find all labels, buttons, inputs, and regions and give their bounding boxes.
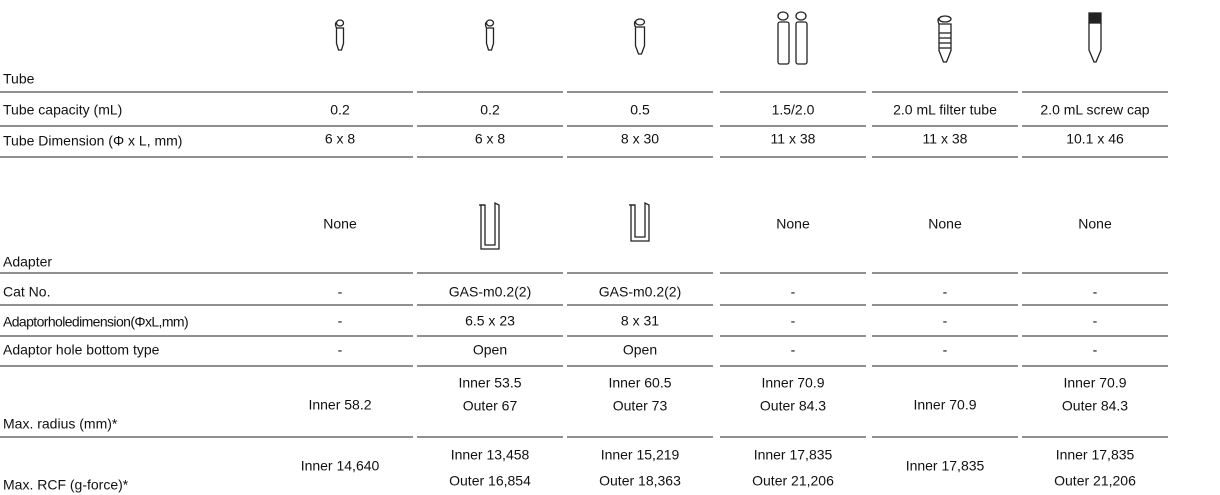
tube-body — [1089, 23, 1101, 62]
cell-text: 8 x 31 — [621, 313, 659, 329]
cell-text: Outer 84.3 — [1062, 398, 1128, 414]
cell-text: Open — [623, 342, 657, 358]
cell-text: None — [1078, 216, 1112, 232]
tube-icon — [938, 16, 951, 62]
cell-text: Inner 58.2 — [308, 397, 371, 413]
cell-text: 2.0 mL screw cap — [1040, 102, 1149, 118]
spec-table: Tube Tube capacity (mL) 0.2 0.2 0.5 1.5/2.0 2.… — [0, 0, 1220, 495]
adapter-outline — [631, 203, 649, 241]
cell-text: Outer 21,206 — [1054, 473, 1136, 489]
cell-text: 0.2 — [480, 102, 500, 118]
tube-icon — [1089, 13, 1101, 62]
row-label: Tube capacity (mL) — [3, 102, 122, 118]
row-label: Adapter — [3, 254, 52, 270]
tube-cap — [939, 16, 951, 22]
screw-cap — [1089, 13, 1101, 23]
cell-text: Inner 14,640 — [301, 458, 380, 474]
cell-text: - — [943, 284, 948, 300]
cell-text: Inner 60.5 — [608, 375, 671, 391]
cell-text: Inner 70.9 — [1063, 375, 1126, 391]
cell-text: GAS-m0.2(2) — [449, 284, 531, 300]
cell-text: Inner 13,458 — [451, 447, 530, 463]
tube-cap — [796, 12, 806, 20]
cell-text: - — [943, 342, 948, 358]
cell-text: Outer 73 — [613, 398, 668, 414]
cell-text: - — [338, 313, 343, 329]
adapter-icon — [479, 203, 499, 249]
tube-cap — [337, 20, 344, 26]
cell-text: None — [928, 216, 962, 232]
cell-text: 10.1 x 46 — [1066, 131, 1124, 147]
cell-text: - — [791, 342, 796, 358]
cell-text: 0.5 — [630, 102, 650, 118]
cell-text: Outer 67 — [463, 398, 518, 414]
cell-text: Inner 70.9 — [913, 397, 976, 413]
tube-body — [337, 28, 344, 50]
tube-body — [778, 22, 789, 64]
cell-text: None — [323, 216, 357, 232]
adapter-outline — [481, 203, 499, 249]
cell-text: - — [1093, 342, 1098, 358]
cell-text: Inner 15,219 — [601, 447, 680, 463]
cell-text: Inner 17,835 — [906, 458, 985, 474]
tube-cap — [487, 20, 494, 26]
tube-icon — [635, 19, 645, 54]
tube-body — [487, 28, 494, 50]
cell-text: 11 x 38 — [771, 131, 816, 147]
row-label: Adaptor hole bottom type — [3, 342, 160, 358]
row-label: Adaptorholedimension(ΦxL,mm) — [3, 314, 188, 330]
cell-text: - — [791, 313, 796, 329]
cell-text: 6 x 8 — [475, 131, 506, 147]
cell-text: GAS-m0.2(2) — [599, 284, 681, 300]
cell-text: Outer 18,363 — [599, 473, 681, 489]
row-label: Max. RCF (g-force)* — [3, 477, 129, 493]
cell-text: 0.2 — [330, 102, 350, 118]
cell-text: Outer 16,854 — [449, 473, 531, 489]
tube-body — [796, 22, 807, 64]
cell-text: 6 x 8 — [325, 131, 356, 147]
row-label: Tube Dimension (Φ x L, mm) — [3, 133, 182, 149]
tube-icon — [778, 12, 807, 64]
tube-icon — [336, 20, 344, 50]
row-label: Cat No. — [3, 284, 50, 300]
cell-text: 6.5 x 23 — [465, 313, 515, 329]
cell-text: - — [338, 342, 343, 358]
tube-body — [636, 27, 645, 54]
row-label: Tube — [3, 71, 35, 87]
cell-text: - — [1093, 284, 1098, 300]
tube-cap — [636, 19, 645, 25]
tube-cap — [778, 12, 788, 20]
cell-text: 2.0 mL filter tube — [893, 102, 997, 118]
cell-text: 11 x 38 — [923, 131, 968, 147]
adapter-icon — [629, 203, 649, 241]
cell-text: Inner 70.9 — [761, 375, 824, 391]
cell-text: Outer 21,206 — [752, 473, 834, 489]
cell-text: None — [776, 216, 810, 232]
cell-text: Inner 17,835 — [754, 447, 833, 463]
cell-text: - — [338, 284, 343, 300]
cell-text: - — [791, 284, 796, 300]
cell-text: Inner 53.5 — [458, 375, 521, 391]
tube-icon — [486, 20, 494, 50]
cell-text: Inner 17,835 — [1056, 447, 1135, 463]
cell-text: 8 x 30 — [621, 131, 659, 147]
tube-hinge — [938, 18, 939, 24]
tube-hinge — [635, 21, 636, 27]
cell-text: Outer 84.3 — [760, 398, 826, 414]
cell-text: - — [1093, 313, 1098, 329]
cell-text: 1.5/2.0 — [772, 102, 815, 118]
row-label: Max. radius (mm)* — [3, 416, 118, 432]
cell-text: - — [943, 313, 948, 329]
cell-text: Open — [473, 342, 507, 358]
